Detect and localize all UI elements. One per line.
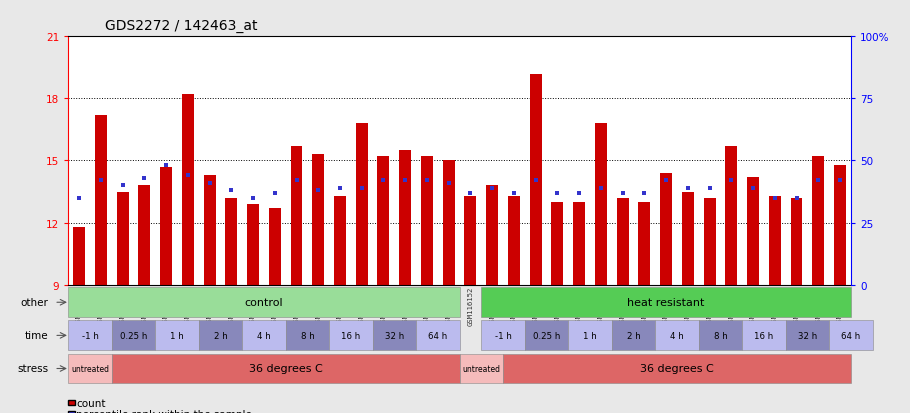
Text: -1 h: -1 h [495,331,511,340]
Bar [116,192,128,285]
Bar [464,196,477,285]
Text: GDS2272 / 142463_at: GDS2272 / 142463_at [105,19,258,33]
Text: control: control [245,297,283,308]
Text: count: count [76,398,106,408]
Text: 1 h: 1 h [170,331,184,340]
Bar [226,198,238,285]
Text: time: time [25,330,49,341]
Bar [834,165,846,285]
Text: 8 h: 8 h [713,331,727,340]
Bar [442,161,455,285]
Bar [372,320,416,350]
Text: untreated: untreated [462,364,501,373]
Bar [568,320,612,350]
Bar [769,196,781,285]
Bar [617,198,629,285]
Text: percentile rank within the sample: percentile rank within the sample [76,409,252,413]
Bar [68,287,460,317]
Bar [699,320,743,350]
Text: stress: stress [17,363,49,374]
Bar [508,196,520,285]
Bar [486,186,498,285]
Bar [785,320,829,350]
Text: 36 degrees C: 36 degrees C [248,363,322,374]
Bar [481,287,851,317]
Bar [595,124,607,285]
Bar [703,198,715,285]
Bar [573,202,585,285]
Bar [204,176,216,285]
Bar [356,124,368,285]
Bar [421,157,433,285]
Bar [329,320,372,350]
Bar [460,354,503,383]
Bar [68,320,112,350]
Bar [286,320,329,350]
Bar [813,157,824,285]
Bar [198,320,242,350]
Bar [156,320,198,350]
Bar [660,173,672,285]
Bar [138,186,150,285]
Bar [247,204,259,285]
Text: 32 h: 32 h [385,331,404,340]
Bar [747,178,759,285]
Bar [503,354,851,383]
Text: 2 h: 2 h [214,331,228,340]
Text: 64 h: 64 h [429,331,448,340]
Bar [638,202,651,285]
Bar [530,74,541,285]
Text: 32 h: 32 h [798,331,817,340]
Bar [791,198,803,285]
Text: 0.25 h: 0.25 h [533,331,561,340]
Text: 0.25 h: 0.25 h [120,331,147,340]
Bar [612,320,655,350]
Text: 16 h: 16 h [341,331,360,340]
Bar [481,320,525,350]
Bar [290,147,302,285]
Text: untreated: untreated [71,364,109,373]
Text: 4 h: 4 h [670,331,683,340]
Bar [112,354,460,383]
Bar [551,202,563,285]
Bar [525,320,568,350]
Bar [416,320,460,350]
Text: 2 h: 2 h [627,331,641,340]
Bar [682,192,693,285]
Bar [160,167,172,285]
Bar [182,95,194,285]
Bar [312,155,324,285]
Text: 36 degrees C: 36 degrees C [640,363,713,374]
Bar [829,320,873,350]
Text: -1 h: -1 h [82,331,98,340]
Bar [242,320,286,350]
Bar [399,151,411,285]
Bar [725,147,737,285]
Bar [655,320,699,350]
Bar [95,116,106,285]
Bar [378,157,389,285]
Bar [68,354,112,383]
Text: 1 h: 1 h [583,331,597,340]
Bar [743,320,785,350]
Text: 16 h: 16 h [754,331,774,340]
Text: other: other [21,297,49,308]
Text: 4 h: 4 h [257,331,271,340]
Bar [268,209,281,285]
Text: 8 h: 8 h [300,331,314,340]
Bar [334,196,346,285]
Bar [112,320,156,350]
Bar [73,227,86,285]
Text: heat resistant: heat resistant [627,297,704,308]
Text: 64 h: 64 h [841,331,861,340]
